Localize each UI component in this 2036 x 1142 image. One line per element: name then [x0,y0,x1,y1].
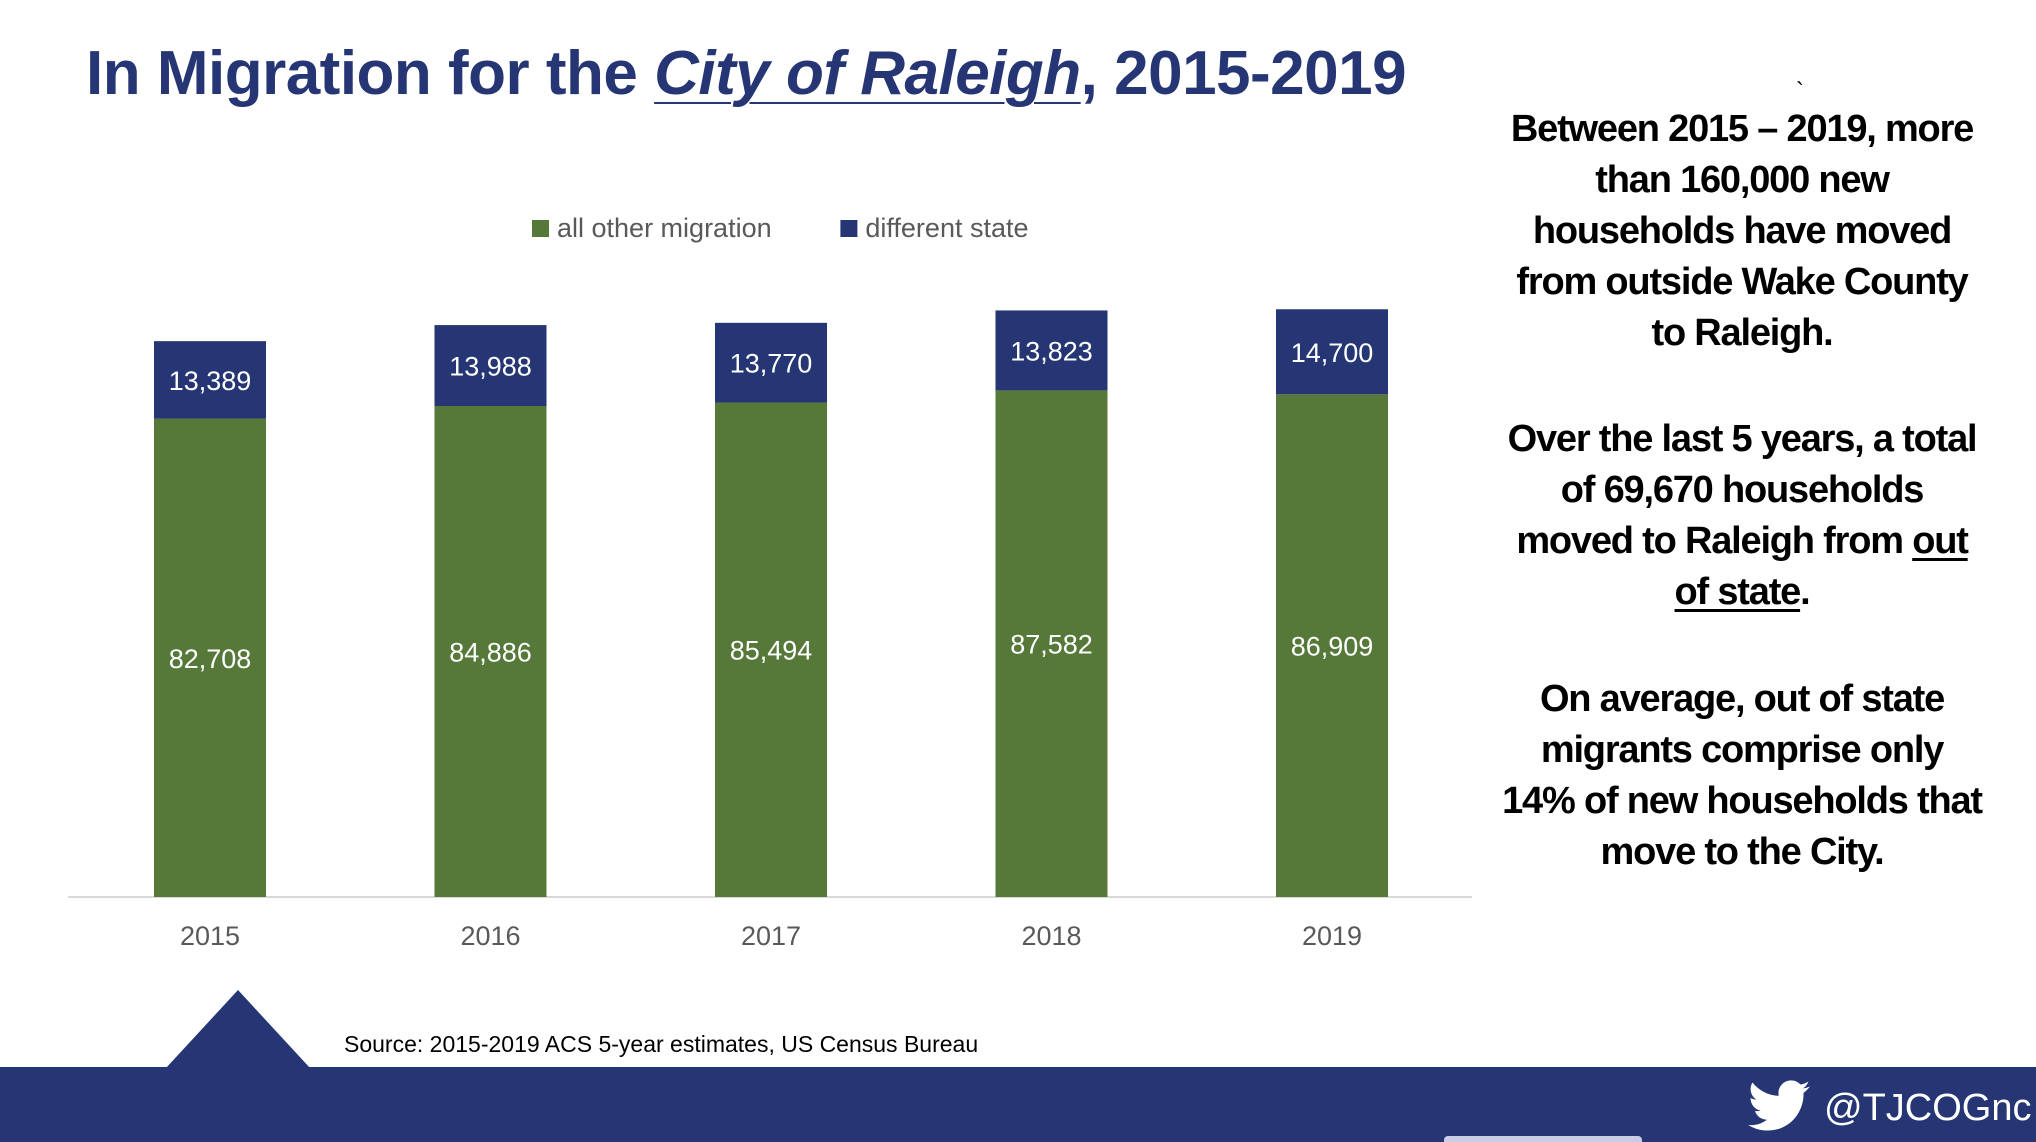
twitter-handle-text[interactable]: @TJCOGnc [1824,1086,2032,1129]
stray-backtick-mark: ` [1796,78,1804,105]
twitter-handle[interactable]: @TJCOGnc [1748,1079,2032,1133]
footer-tab-decoration [1444,1136,1642,1142]
data-label-other-2017: 85,494 [730,636,813,666]
summary-paragraph-2: Over the last 5 years, a total of 69,670… [1500,414,1984,618]
para2-underlined-text: out of state [1674,520,1969,613]
x-tick-label-2017: 2017 [741,921,801,951]
bar-other-2016 [434,405,547,897]
x-tick-label-2019: 2019 [1302,921,1362,951]
data-label-other-2019: 86,909 [1291,632,1374,662]
x-tick-label-2016: 2016 [460,921,520,951]
footer-triangle-decoration [166,990,310,1068]
x-tick-label-2018: 2018 [1021,921,1081,951]
data-label-other-2015: 82,708 [169,644,252,674]
bar-state-2015 [154,341,266,419]
data-label-state-2018: 13,823 [1010,336,1093,366]
bar-state-2018 [995,310,1108,391]
bar-state-2019 [1276,309,1388,395]
bar-other-2017 [715,402,827,897]
data-label-other-2016: 84,886 [449,637,532,667]
title-prefix: In Migration for the [86,39,655,108]
slide-title: In Migration for the City of Raleigh, 20… [86,38,1407,109]
data-label-state-2016: 13,988 [449,352,532,382]
legend-label-1: all other migration [557,213,772,243]
legend-label-2: different state [865,213,1028,243]
stacked-bar-chart: all other migration different state 82,708… [68,213,1472,951]
twitter-bird-icon [1748,1079,1810,1137]
data-label-state-2015: 13,389 [169,366,252,396]
title-city: City of Raleigh [654,39,1081,108]
title-suffix: , 2015-2019 [1080,39,1407,108]
bar-other-2015 [154,418,266,897]
legend-swatch-1 [532,220,549,237]
x-tick-label-2015: 2015 [180,921,240,951]
bar-other-2018 [995,390,1108,897]
summary-paragraph-3: On average, out of state migrants compri… [1502,678,1983,873]
source-note: Source: 2015-2019 ACS 5-year estimates, … [344,1031,979,1057]
bar-other-2019 [1276,394,1388,897]
bar-state-2016 [434,325,547,406]
data-label-state-2019: 14,700 [1291,338,1374,368]
para2-text: Over the last 5 years, a total of 69,670… [1507,418,1978,562]
para2-period: . [1800,571,1811,613]
legend-swatch-2 [840,220,858,237]
bar-state-2017 [715,322,827,403]
data-label-state-2017: 13,770 [730,349,813,379]
data-label-other-2018: 87,582 [1010,630,1093,660]
footer-band [0,1067,2036,1142]
summary-paragraph-1: Between 2015 – 2019, more than 160,000 n… [1510,108,1974,354]
